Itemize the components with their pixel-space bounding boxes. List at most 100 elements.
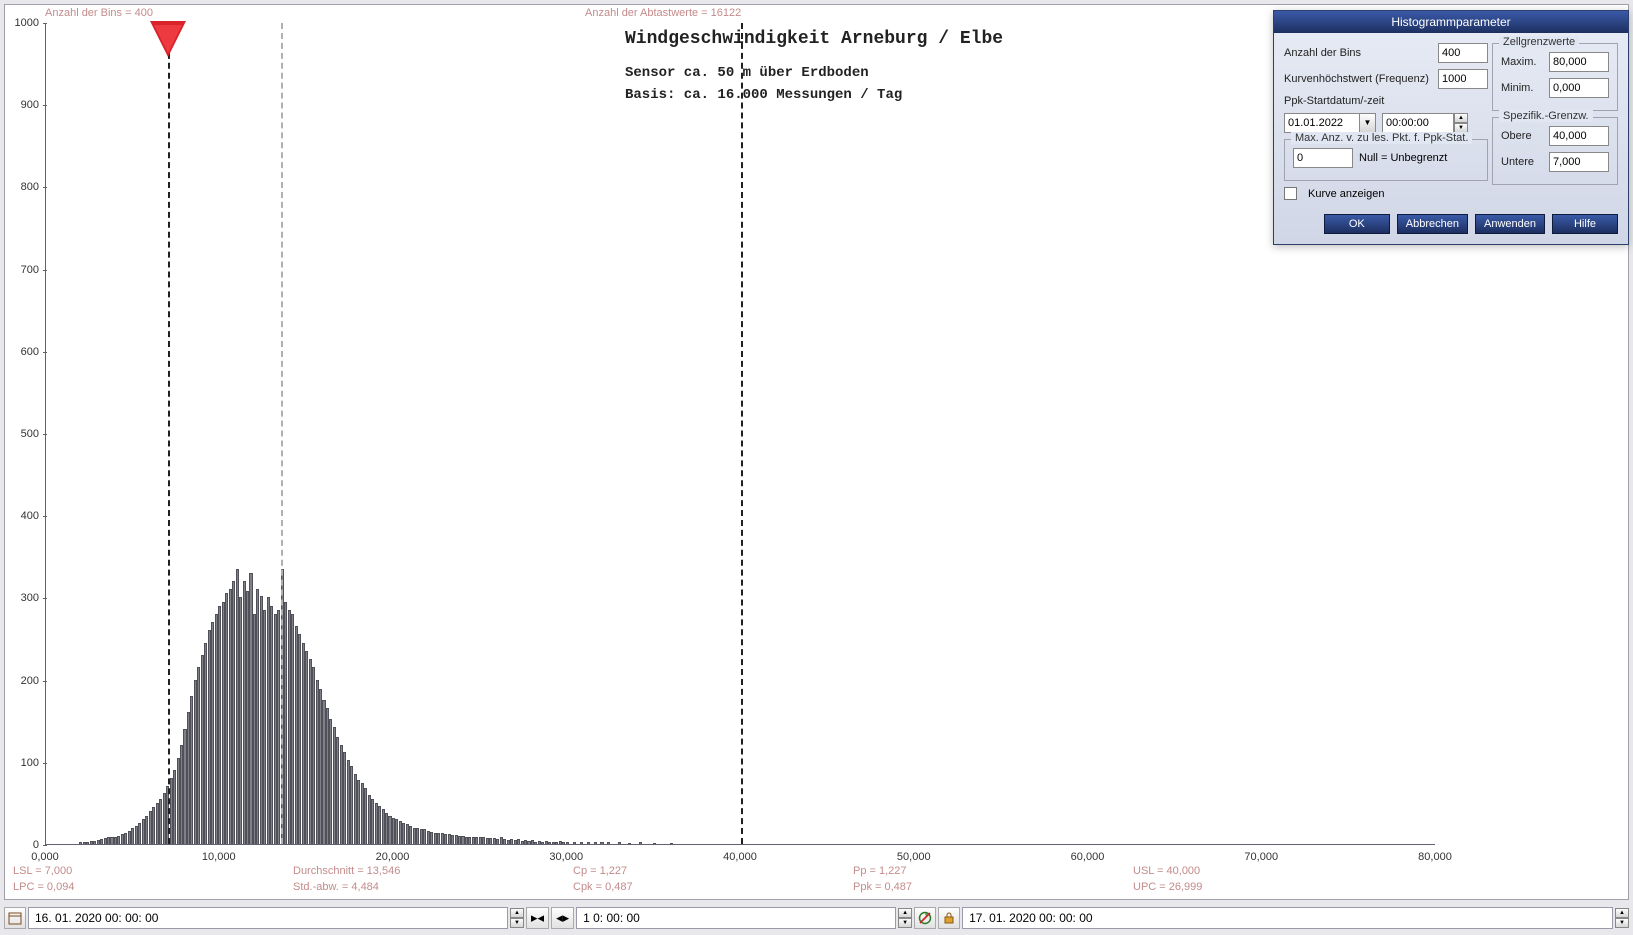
help-button[interactable]: Hilfe <box>1552 214 1618 234</box>
peak-input[interactable] <box>1438 69 1488 89</box>
y-tick-label: 700 <box>21 264 39 276</box>
ppk-time-input[interactable] <box>1382 113 1454 133</box>
ok-button[interactable]: OK <box>1324 214 1390 234</box>
y-tick-label: 200 <box>21 675 39 687</box>
histogram-bar <box>600 842 603 844</box>
show-curve-label: Kurve anzeigen <box>1308 188 1384 200</box>
spec-lower-label: Untere <box>1501 156 1543 168</box>
histogram-bar <box>594 842 597 844</box>
stat-usl: USL = 40,000 <box>1129 863 1409 879</box>
lsl-marker-icon <box>150 21 186 57</box>
stat-ppk: Ppk = 0,487 <box>849 879 1129 895</box>
y-tick-label: 0 <box>33 839 39 851</box>
x-tick-label: 70,000 <box>1244 851 1278 863</box>
chart-title-block: Windgeschwindigkeit Arneburg / Elbe Sens… <box>625 29 1003 103</box>
end-datetime-field[interactable]: 17. 01. 2020 00: 00: 00 <box>962 907 1613 929</box>
span-spin-down-icon[interactable]: ▼ <box>898 918 912 928</box>
maxpoints-legend: Max. Anz. v. zu les. Pkt. f. Ppk-Stat. <box>1291 132 1472 144</box>
refresh-off-icon[interactable] <box>914 907 936 929</box>
stat-std: Std.-abw. = 4,484 <box>289 879 569 895</box>
x-tick-label: 80,000 <box>1418 851 1452 863</box>
lock-icon[interactable] <box>938 907 960 929</box>
samples-count-label: Anzahl der Abtastwerte = 16122 <box>585 7 741 19</box>
maxpoints-input[interactable] <box>1293 148 1353 168</box>
stat-cp: Cp = 1,227 <box>569 863 849 879</box>
stat-lsl: LSL = 7,000 <box>9 863 289 879</box>
show-curve-checkbox[interactable] <box>1284 187 1297 200</box>
histogram-bar <box>670 843 673 844</box>
start-spin-down-icon[interactable]: ▼ <box>510 918 524 928</box>
peak-label: Kurvenhöchstwert (Frequenz) <box>1284 73 1432 85</box>
cell-limits-legend: Zellgrenzwerte <box>1499 36 1579 48</box>
histogram-bar <box>653 843 656 844</box>
nav-next-icon[interactable]: ◂▸ <box>551 907 574 929</box>
stats-row-2: LPC = 0,094 Std.-abw. = 4,484 Cpk = 0,48… <box>9 879 1630 895</box>
y-tick-label: 100 <box>21 757 39 769</box>
bins-label: Anzahl der Bins <box>1284 47 1432 59</box>
span-field[interactable]: 1 0: 00: 00 <box>576 907 896 929</box>
x-tick-label: 40,000 <box>723 851 757 863</box>
chart-subtitle-2: Basis: ca. 16.000 Messungen / Tag <box>625 87 1003 103</box>
chart-title: Windgeschwindigkeit Arneburg / Elbe <box>625 29 1003 49</box>
y-tick-label: 500 <box>21 428 39 440</box>
y-tick-label: 400 <box>21 510 39 522</box>
apply-button[interactable]: Anwenden <box>1475 214 1545 234</box>
stat-pp: Pp = 1,227 <box>849 863 1129 879</box>
spec-upper-input[interactable] <box>1549 126 1609 146</box>
x-tick-label: 10,000 <box>202 851 236 863</box>
maxpoints-hint: Null = Unbegrenzt <box>1359 152 1447 164</box>
end-spin-up-icon[interactable]: ▲ <box>1615 908 1629 918</box>
cell-limits-fieldset: Zellgrenzwerte Maxim. Minim. <box>1492 43 1618 111</box>
cell-min-input[interactable] <box>1549 78 1609 98</box>
bins-count-label: Anzahl der Bins = 400 <box>45 7 153 19</box>
mean-line <box>281 23 283 844</box>
histogram-params-dialog: Histogrammparameter Anzahl der Bins Kurv… <box>1273 10 1629 245</box>
stat-cpk: Cpk = 0,487 <box>569 879 849 895</box>
ppk-datetime-label: Ppk-Startdatum/-zeit <box>1284 95 1488 107</box>
spec-lower-input[interactable] <box>1549 152 1609 172</box>
stats-row-1: LSL = 7,000 Durchschnitt = 13,546 Cp = 1… <box>9 863 1630 879</box>
start-spin-up-icon[interactable]: ▲ <box>510 908 524 918</box>
cell-max-input[interactable] <box>1549 52 1609 72</box>
histogram-bar <box>639 842 642 844</box>
y-tick-label: 600 <box>21 346 39 358</box>
bins-input[interactable] <box>1438 43 1488 63</box>
histogram-bar <box>580 842 583 844</box>
y-tick-label: 300 <box>21 592 39 604</box>
cancel-button[interactable]: Abbrechen <box>1397 214 1468 234</box>
histogram-bar <box>566 842 569 844</box>
nav-prev-icon[interactable]: ▸◂ <box>526 907 549 929</box>
usl-line <box>741 23 743 844</box>
chevron-down-icon[interactable]: ▼ <box>1359 114 1375 132</box>
span-spin-up-icon[interactable]: ▲ <box>898 908 912 918</box>
histogram-bar <box>628 843 631 844</box>
time-nav-bar: 16. 01. 2020 00: 00: 00 ▲ ▼ ▸◂ ◂▸ 1 0: 0… <box>4 905 1629 931</box>
x-tick-label: 60,000 <box>1071 851 1105 863</box>
maxpoints-fieldset: Max. Anz. v. zu les. Pkt. f. Ppk-Stat. N… <box>1284 139 1488 181</box>
calendar-icon[interactable] <box>4 907 26 929</box>
dialog-title: Histogrammparameter <box>1274 11 1628 33</box>
histogram-bar <box>587 842 590 844</box>
histogram-bar <box>607 842 610 844</box>
time-spin-up-icon[interactable]: ▲ <box>1454 113 1468 123</box>
x-tick-label: 50,000 <box>897 851 931 863</box>
cell-min-label: Minim. <box>1501 82 1543 94</box>
stat-upc: UPC = 26,999 <box>1129 879 1409 895</box>
spec-limits-legend: Spezifik.-Grenzw. <box>1499 110 1593 122</box>
y-tick-label: 900 <box>21 99 39 111</box>
lsl-line <box>168 23 170 844</box>
spec-limits-fieldset: Spezifik.-Grenzw. Obere Untere <box>1492 117 1618 185</box>
plot-area <box>45 23 1435 845</box>
y-tick-label: 800 <box>21 181 39 193</box>
end-spin-down-icon[interactable]: ▼ <box>1615 918 1629 928</box>
stat-lpc: LPC = 0,094 <box>9 879 289 895</box>
start-datetime-field[interactable]: 16. 01. 2020 00: 00: 00 <box>28 907 508 929</box>
x-tick-label: 0,000 <box>31 851 59 863</box>
spec-upper-label: Obere <box>1501 130 1543 142</box>
x-tick-label: 20,000 <box>376 851 410 863</box>
y-axis-ticks: 01002003004005006007008009001000 <box>5 23 45 845</box>
histogram-bar <box>573 842 576 844</box>
y-tick-label: 1000 <box>15 17 39 29</box>
histogram-bar <box>618 842 621 844</box>
x-tick-label: 30,000 <box>549 851 583 863</box>
